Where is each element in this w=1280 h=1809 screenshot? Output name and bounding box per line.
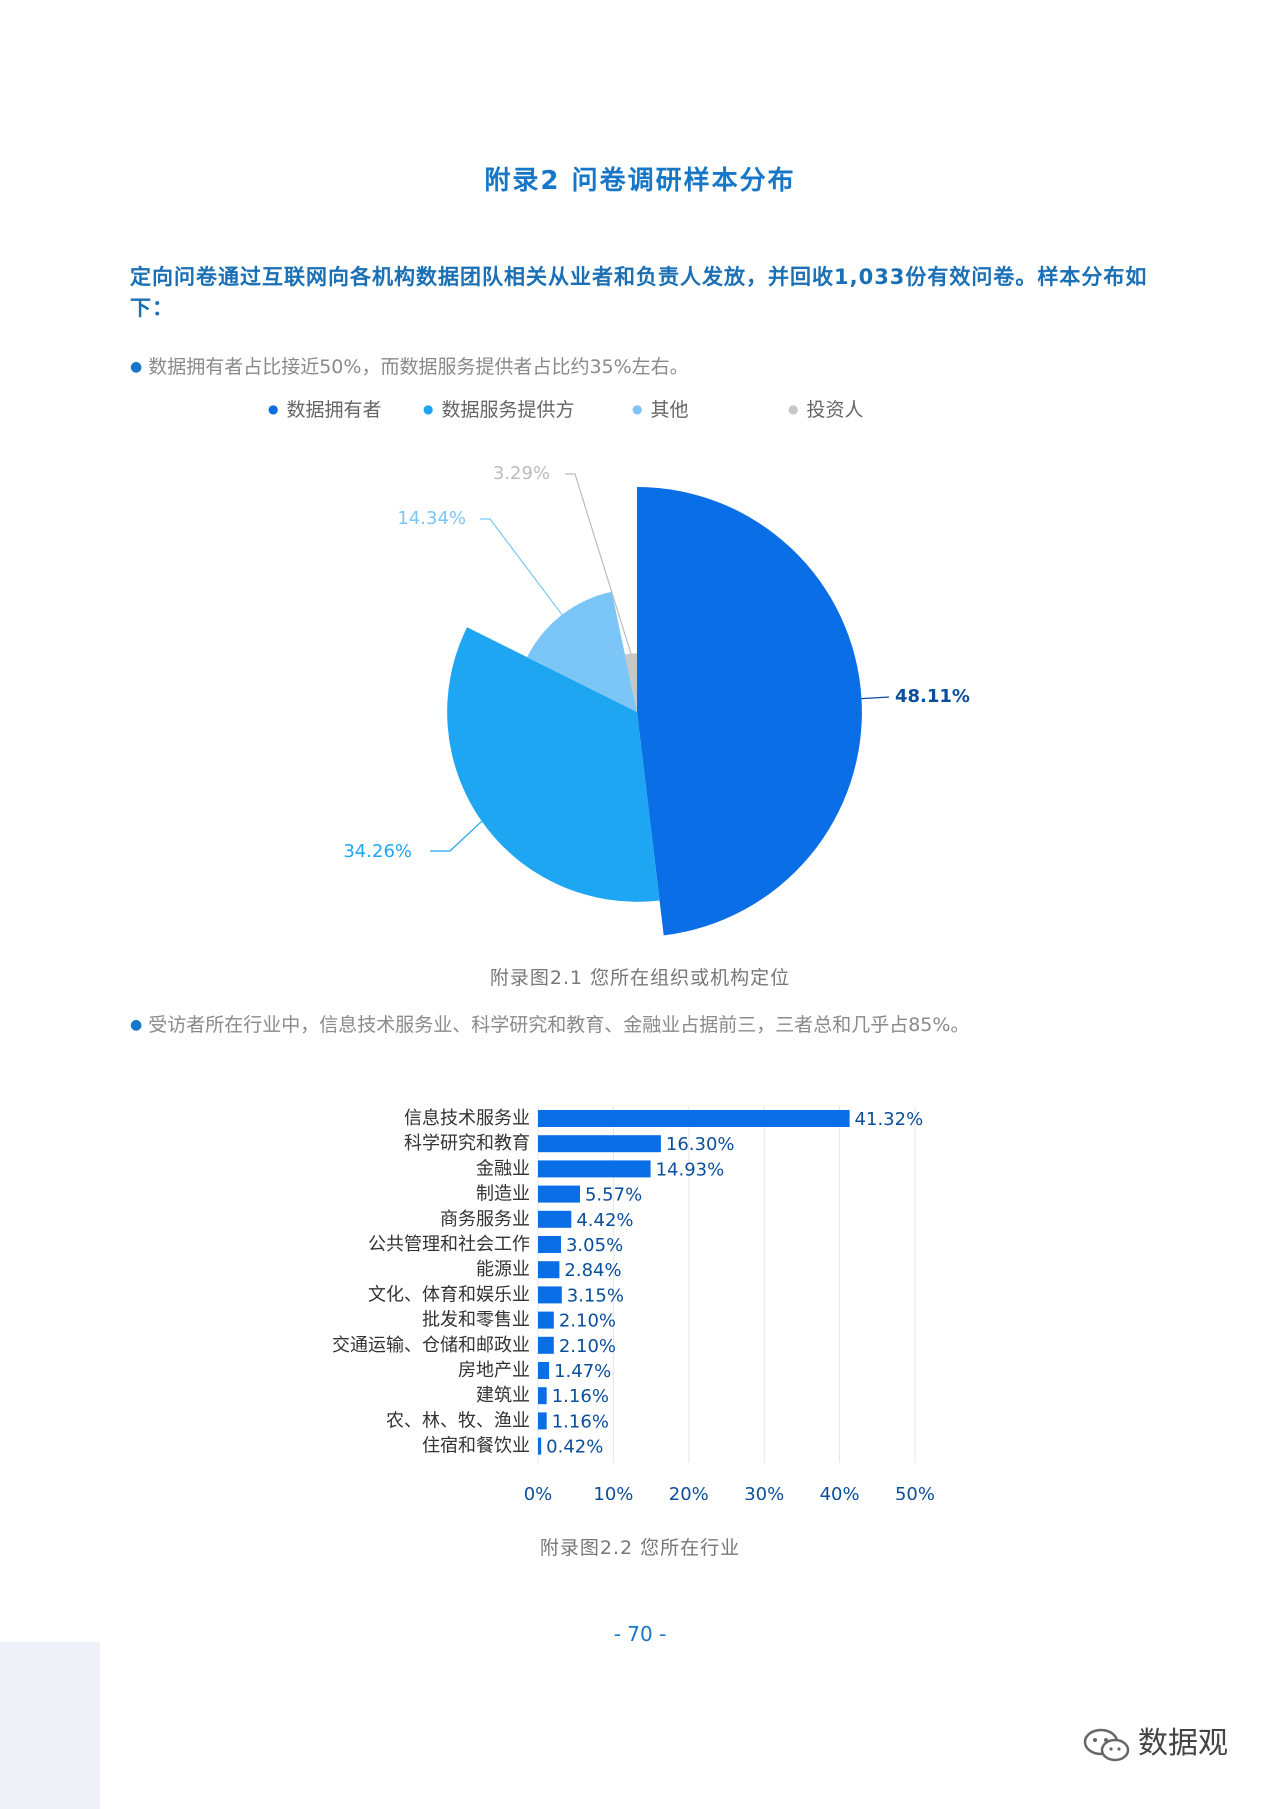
- legend-item-other: ● 其他: [632, 395, 689, 422]
- legend-dot-icon: ●: [632, 402, 643, 416]
- wechat-icon: [1083, 1728, 1130, 1761]
- bar-value-label: 1.16%: [552, 1386, 609, 1407]
- pie-legend: ● 数据拥有者 ● 数据服务提供方 ● 其他 ● 投资人: [268, 395, 888, 425]
- bar-11: [538, 1387, 547, 1405]
- pie-chart: 48.11% 34.26% 14.34% 3.29%: [343, 463, 970, 936]
- bar-category-label: 能源业: [476, 1259, 530, 1280]
- bar-category-label: 批发和零售业: [422, 1310, 530, 1331]
- bar-category-label: 文化、体育和娱乐业: [368, 1284, 530, 1305]
- bar-category-label: 住宿和餐饮业: [422, 1436, 530, 1457]
- bar-3: [538, 1185, 580, 1203]
- bar-chart: 0% 10% 20% 30% 40% 50% 信息技术服务业 41.32% 科学研究和教育 16.…: [332, 1106, 935, 1500]
- bar-2: [538, 1160, 651, 1178]
- pie-data-label-1: 34.26%: [343, 841, 412, 862]
- pie-data-label-2: 14.34%: [397, 508, 466, 529]
- legend-item-investor: ● 投资人: [788, 395, 864, 422]
- bullet-text: 数据拥有者占比接近50%，而数据服务提供者占比约35%左右。: [148, 356, 689, 378]
- bar-x-tick-label: 10%: [593, 1484, 633, 1500]
- bar-5: [538, 1236, 561, 1253]
- bar-value-label: 3.15%: [567, 1285, 624, 1306]
- bar-13: [538, 1437, 542, 1455]
- bar-category-label: 金融业: [476, 1158, 530, 1179]
- bar-7: [538, 1286, 562, 1304]
- bar-x-tick-label: 30%: [744, 1484, 784, 1500]
- bar-value-label: 2.10%: [559, 1336, 616, 1357]
- bar-value-label: 14.93%: [656, 1159, 725, 1180]
- page-title: 附录2 问卷调研样本分布: [484, 166, 796, 196]
- bar-caption: 附录图2.2 您所在行业: [539, 1537, 741, 1559]
- legend-label: 其他: [650, 399, 689, 421]
- pie-leader-line-0: [861, 696, 890, 700]
- watermark: 数据观: [1082, 1718, 1228, 1763]
- bar-value-label: 3.05%: [566, 1235, 623, 1256]
- bar-value-label: 4.42%: [576, 1210, 633, 1231]
- pie-leader-line-3: [565, 473, 632, 654]
- legend-dot-icon: ●: [423, 402, 434, 416]
- bar-value-label: 16.30%: [666, 1134, 735, 1155]
- bar-value-label: 41.32%: [855, 1109, 924, 1130]
- bar-x-tick-label: 20%: [669, 1484, 709, 1500]
- pie-slice-3: [624, 653, 637, 712]
- bullet-industry: ● 受访者所在行业中，信息技术服务业、科学研究和教育、金融业占据前三，三者总和几乎…: [130, 1010, 969, 1037]
- legend-dot-icon: ●: [788, 402, 799, 416]
- bullet-dot-icon: ●: [130, 1017, 143, 1033]
- pie-leader-line-2: [480, 518, 563, 616]
- bullet-ownership: ● 数据拥有者占比接近50%，而数据服务提供者占比约35%左右。: [130, 352, 689, 379]
- bar-category-label: 交通运输、仓储和邮政业: [332, 1335, 530, 1356]
- bar-category-label: 商务服务业: [440, 1209, 530, 1230]
- legend-label: 投资人: [806, 399, 864, 421]
- pie-data-label-3: 3.29%: [493, 463, 550, 484]
- bar-12: [538, 1412, 547, 1430]
- bar-category-label: 农、林、牧、渔业: [386, 1410, 530, 1431]
- pie-data-label-0: 48.11%: [895, 686, 970, 707]
- bar-category-label: 科学研究和教育: [404, 1133, 530, 1154]
- intro-paragraph: 定向问卷通过互联网向各机构数据团队相关从业者和负责人发放，并回收1,033份有效…: [130, 265, 1148, 320]
- bar-category-label: 公共管理和社会工作: [368, 1234, 530, 1255]
- bar-8: [538, 1311, 554, 1329]
- bar-1: [538, 1135, 661, 1153]
- bar-value-label: 5.57%: [585, 1185, 642, 1206]
- bar-value-label: 2.10%: [559, 1311, 616, 1332]
- legend-dot-icon: ●: [268, 402, 279, 416]
- bar-0: [538, 1110, 850, 1127]
- bar-4: [538, 1210, 572, 1228]
- pie-slice-2: [527, 591, 637, 712]
- bar-x-tick-label: 0%: [524, 1484, 553, 1500]
- page-number: - 70 -: [613, 1622, 667, 1646]
- bar-value-label: 1.16%: [552, 1411, 609, 1432]
- bar-9: [538, 1336, 554, 1354]
- bar-category-label: 建筑业: [476, 1385, 530, 1406]
- bar-category-label: 信息技术服务业: [404, 1108, 530, 1129]
- bar-value-label: 2.84%: [564, 1260, 621, 1281]
- bar-category-label: 制造业: [476, 1184, 530, 1205]
- legend-label: 数据拥有者: [286, 399, 382, 421]
- pie-slice-0: [637, 487, 862, 936]
- legend-item-provider: ● 数据服务提供方: [423, 395, 575, 422]
- bar-x-tick-label: 40%: [820, 1484, 860, 1500]
- bar-6: [538, 1261, 560, 1279]
- legend-label: 数据服务提供方: [441, 399, 575, 421]
- pie-caption: 附录图2.1 您所在组织或机构定位: [489, 967, 791, 989]
- pie-leader-line-1: [430, 820, 483, 852]
- legend-item-owner: ● 数据拥有者: [268, 395, 382, 422]
- bar-10: [538, 1362, 550, 1379]
- pie-slice-1: [447, 627, 660, 902]
- footer-decoration: [0, 1642, 100, 1809]
- watermark-text: 数据观: [1138, 1726, 1228, 1761]
- bullet-dot-icon: ●: [130, 359, 143, 375]
- bar-value-label: 0.42%: [546, 1437, 603, 1458]
- bullet-text: 受访者所在行业中，信息技术服务业、科学研究和教育、金融业占据前三，三者总和几乎占…: [148, 1014, 970, 1036]
- bar-x-tick-label: 50%: [895, 1484, 935, 1500]
- bar-category-label: 房地产业: [458, 1360, 530, 1381]
- bar-value-label: 1.47%: [554, 1361, 611, 1382]
